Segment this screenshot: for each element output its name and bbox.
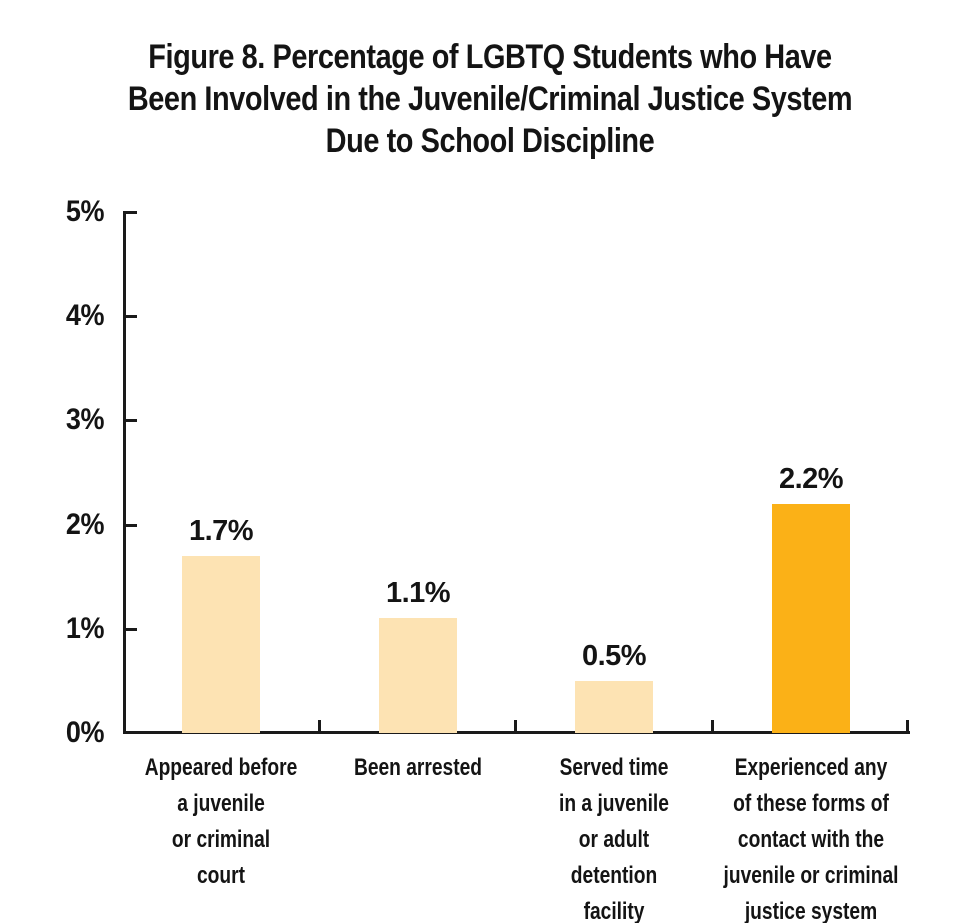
category-label-line: in a juvenile [559,790,669,817]
category-label: Experienced any of these forms of contact … [715,750,907,923]
x-tick [711,720,714,731]
category-label-line: contact with the [737,826,885,853]
y-tick-label: 1% [65,612,105,645]
category-label-line: Been arrested [353,754,483,781]
bar-value-label: 1.7% [188,515,254,547]
bar-3 [575,681,653,733]
chart-title-line-2: Been Involved in the Juvenile/Criminal J… [127,80,853,118]
category-label-line: or adult [578,826,650,853]
y-tick-label: 5% [65,195,105,228]
category-label-line: court [197,862,245,889]
category-label: Been arrested [322,750,514,786]
category-label-line: a juvenile [177,790,265,817]
chart-title: Figure 8. Percentage of LGBTQ Students w… [74,36,907,162]
y-axis-line [123,211,126,734]
y-tick [126,628,137,631]
y-tick-label: 0% [65,716,105,749]
category-label-line: Served time [559,754,669,781]
chart-title-line-1: Figure 8. Percentage of LGBTQ Students w… [148,38,832,76]
category-label-line: detention [570,862,658,889]
chart-title-line-3: Due to School Discipline [325,122,655,160]
x-tick [514,720,517,731]
y-tick [126,524,137,527]
category-label-line: of these forms of [733,790,889,817]
category-label-line: Appeared before [144,754,298,781]
x-tick [906,720,909,731]
y-tick [126,315,137,318]
y-tick [126,211,137,214]
category-label-line: justice system [744,898,878,923]
category-label-line: facility [583,898,645,923]
y-tick-label: 3% [65,403,105,436]
bar-1 [182,556,260,733]
bar-value-label: 0.5% [581,640,647,672]
category-label: Served time in a juvenile or adult detentio… [518,750,710,923]
bar-2 [379,618,457,733]
y-tick [126,419,137,422]
x-tick [318,720,321,731]
category-label-line: or criminal [171,826,271,853]
y-tick-label: 4% [65,299,105,332]
x-axis-line [123,731,910,734]
category-label-line: juvenile or criminal [723,862,899,889]
bar-value-label: 2.2% [778,463,844,495]
category-label-line: Experienced any [734,754,888,781]
bar-4 [772,504,850,733]
category-label: Appeared before a juvenile or criminal cour… [125,750,317,894]
bar-value-label: 1.1% [385,577,451,609]
y-tick-label: 2% [65,508,105,541]
